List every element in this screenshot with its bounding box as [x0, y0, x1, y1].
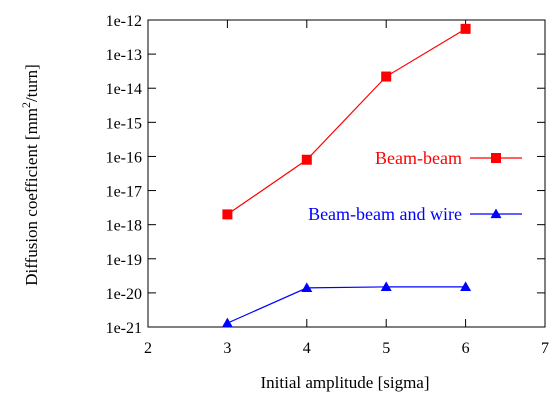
plot-frame-group: [147, 19, 546, 328]
y-axis-label: Diffusion coefficient [mm2/turn]: [19, 64, 41, 286]
ticks-group: 1e-21 1e-20 1e-19 1e-18 1e-17 1e-16 1e-15 1e-14…: [106, 13, 549, 357]
legend-group: Beam-beam Beam-beam and wire: [308, 148, 522, 224]
y-tick-label: 1e-17: [106, 184, 142, 201]
y-tick-label: 1e-12: [106, 13, 142, 30]
series-group: [221, 23, 472, 328]
legend-marker-1: [491, 153, 501, 163]
series-1-point: [222, 209, 233, 220]
legend-label-1: Beam-beam: [375, 148, 462, 168]
y-tick-label: 1e-13: [106, 47, 142, 64]
y-tick-label: 1e-15: [106, 115, 142, 132]
y-tick-label: 1e-21: [106, 320, 142, 337]
y-axis-label-tail: /turn]: [22, 64, 41, 102]
x-tick-label: 7: [541, 340, 549, 357]
x-tick-label: 2: [144, 340, 152, 357]
plot-frame: [147, 19, 546, 328]
y-tick-label: 1e-19: [106, 252, 142, 269]
series-2-point: [221, 317, 233, 328]
x-tick-label: 4: [303, 340, 311, 357]
x-axis-label: Initial amplitude [sigma]: [260, 373, 429, 392]
y-axis-label-main: Diffusion coefficient [mm: [22, 108, 41, 286]
series-line-2: [227, 286, 466, 324]
legend-label-2: Beam-beam and wire: [308, 204, 462, 224]
series-1-point: [301, 154, 312, 165]
y-tick-label: 1e-16: [106, 149, 142, 166]
y-tick-label: 1e-20: [106, 286, 142, 303]
y-tick-label: 1e-18: [106, 218, 142, 235]
y-axis-label-sup: 2: [19, 102, 33, 108]
x-tick-label: 6: [462, 340, 470, 357]
series-2-point: [301, 282, 313, 293]
legend-marker-2: [490, 208, 502, 219]
x-tick-label: 3: [223, 340, 231, 357]
series-2-point: [460, 281, 472, 292]
series-line-1: [227, 28, 466, 215]
series-2-point: [380, 281, 392, 292]
x-tick-label: 5: [382, 340, 390, 357]
series-1-point: [460, 23, 471, 34]
series-1-point: [381, 71, 392, 82]
y-tick-label: 1e-14: [106, 81, 142, 98]
